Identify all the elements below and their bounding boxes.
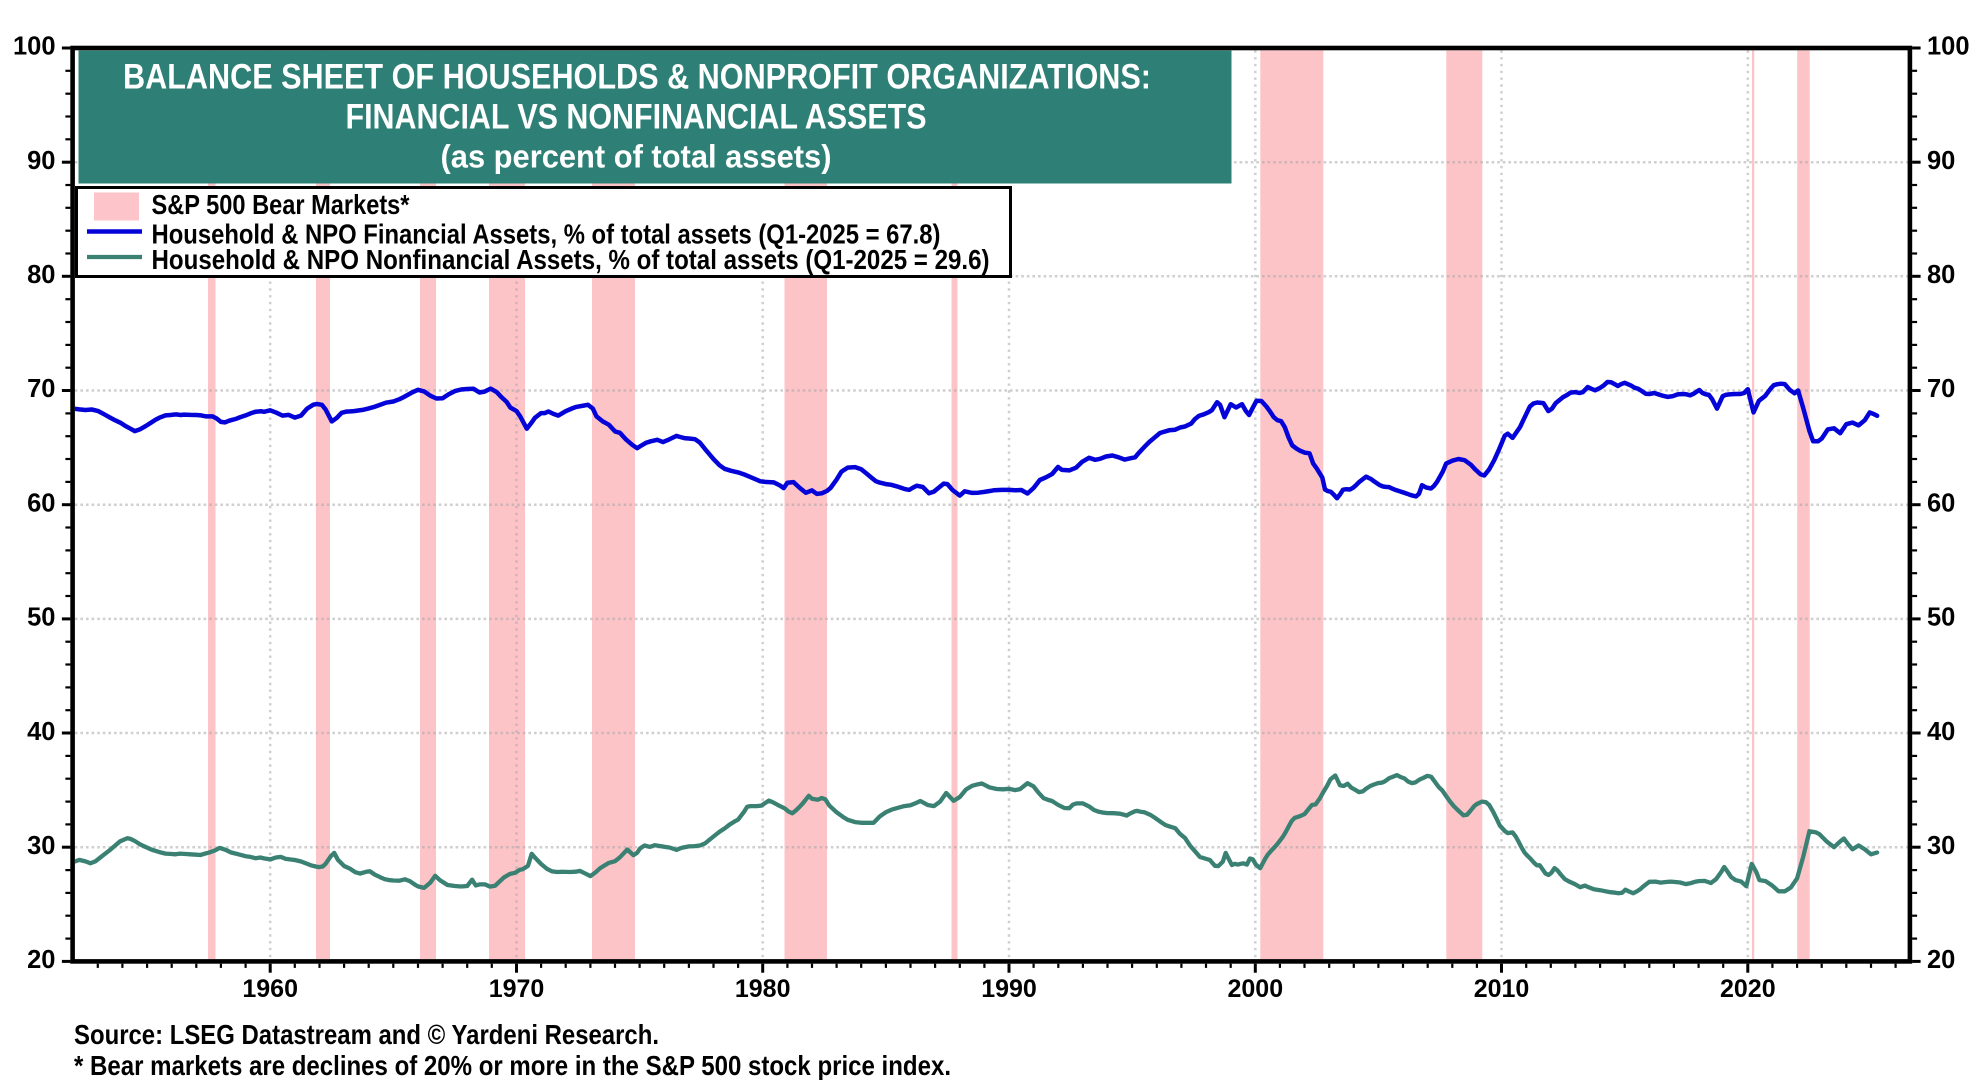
svg-text:70: 70	[1927, 375, 1955, 403]
svg-text:2000: 2000	[1227, 975, 1283, 1003]
svg-text:1970: 1970	[489, 975, 545, 1003]
svg-text:20: 20	[1927, 946, 1955, 974]
svg-text:1980: 1980	[735, 975, 791, 1003]
svg-text:FINANCIAL VS NONFINANCIAL ASSE: FINANCIAL VS NONFINANCIAL ASSETS	[346, 98, 927, 137]
svg-text:40: 40	[27, 718, 55, 746]
svg-text:60: 60	[27, 489, 55, 517]
svg-text:50: 50	[1927, 604, 1955, 632]
svg-text:Household & NPO Nonfinancial A: Household & NPO Nonfinancial Assets, % o…	[152, 244, 990, 275]
svg-text:30: 30	[1927, 832, 1955, 860]
svg-text:70: 70	[27, 375, 55, 403]
svg-text:BALANCE SHEET OF HOUSEHOLDS &: BALANCE SHEET OF HOUSEHOLDS & NONPROFIT …	[123, 58, 1151, 97]
svg-text:80: 80	[1927, 261, 1955, 289]
svg-text:1960: 1960	[242, 975, 298, 1003]
svg-text:2020: 2020	[1720, 975, 1776, 1003]
svg-text:100: 100	[13, 33, 56, 61]
svg-text:50: 50	[27, 604, 55, 632]
svg-text:S&P 500 Bear Markets*: S&P 500 Bear Markets*	[152, 189, 410, 220]
svg-text:1990: 1990	[981, 975, 1037, 1003]
svg-text:30: 30	[27, 832, 55, 860]
svg-text:Household & NPO Financial Asse: Household & NPO Financial Assets, % of t…	[152, 219, 941, 250]
svg-text:80: 80	[27, 261, 55, 289]
svg-text:40: 40	[1927, 718, 1955, 746]
svg-text:60: 60	[1927, 489, 1955, 517]
svg-text:2010: 2010	[1474, 975, 1530, 1003]
svg-text:90: 90	[27, 147, 55, 175]
svg-text:90: 90	[1927, 147, 1955, 175]
svg-text:100: 100	[1927, 33, 1970, 61]
svg-text:* Bear markets are declines of: * Bear markets are declines of 20% or mo…	[74, 1050, 951, 1080]
svg-text:Source: LSEG Datastream and ©: Source: LSEG Datastream and © Yardeni Re…	[74, 1019, 659, 1050]
svg-text:20: 20	[27, 946, 55, 974]
svg-text:(as percent of total assets): (as percent of total assets)	[441, 139, 832, 175]
